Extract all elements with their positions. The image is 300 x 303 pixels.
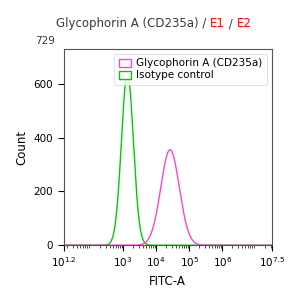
Text: Glycophorin A (CD235a) /: Glycophorin A (CD235a) / [56, 17, 210, 30]
Legend: Glycophorin A (CD235a), Isotype control: Glycophorin A (CD235a), Isotype control [114, 54, 267, 85]
Y-axis label: Count: Count [15, 130, 28, 165]
X-axis label: FITC-A: FITC-A [149, 275, 186, 288]
Text: E2: E2 [237, 17, 251, 30]
Text: 729: 729 [35, 36, 55, 46]
Text: E1: E1 [210, 17, 225, 30]
Text: /: / [225, 17, 237, 30]
